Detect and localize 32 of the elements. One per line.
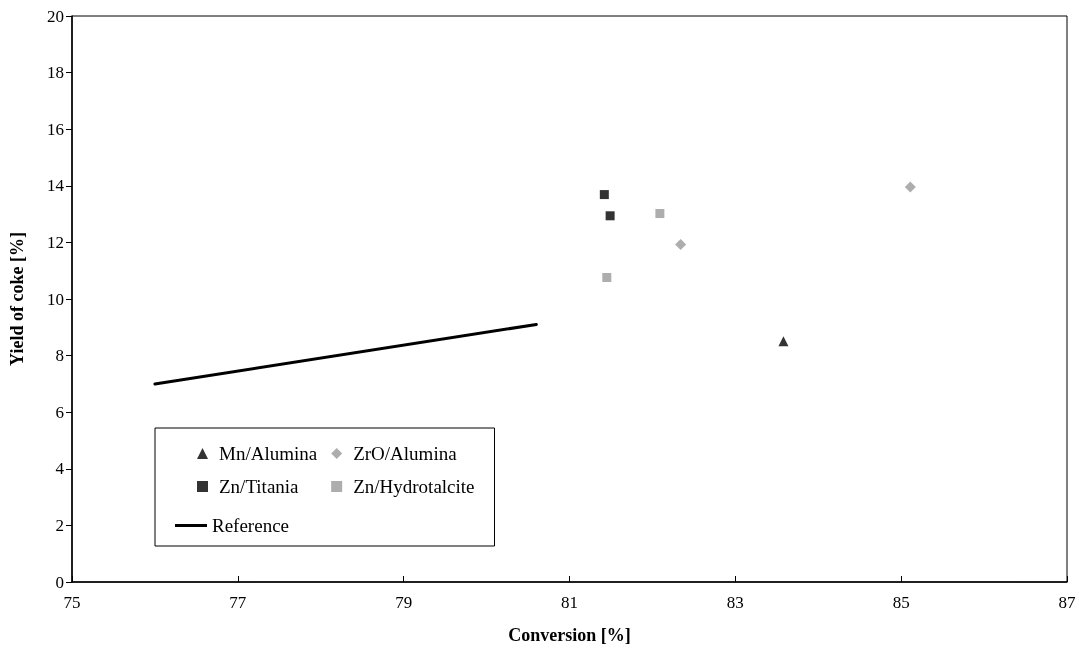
legend-label: Zn/Titania <box>219 476 300 497</box>
point <box>602 272 612 282</box>
y-tick-label: 14 <box>47 176 65 196</box>
x-axis-title: Conversion [%] <box>508 625 631 645</box>
y-tick-label: 4 <box>55 459 65 479</box>
point <box>655 209 665 219</box>
y-tick-label: 6 <box>55 402 64 422</box>
y-tick-label: 16 <box>47 119 64 139</box>
legend-label: Zn/Hydrotalcite <box>353 476 475 497</box>
y-axis-title: Yield of coke [%] <box>7 232 27 366</box>
y-tick-label: 2 <box>55 515 64 535</box>
point <box>778 336 789 347</box>
legend-label: Reference <box>212 515 289 536</box>
point <box>675 238 687 250</box>
x-tick-label: 75 <box>63 593 81 612</box>
legend-label: Mn/Alumina <box>219 443 318 464</box>
x-tick-label: 83 <box>726 593 744 612</box>
point <box>904 181 916 193</box>
x-tick-label: 81 <box>561 593 578 612</box>
x-tick-label: 87 <box>1058 593 1076 612</box>
legend-label: ZrO/Alumina <box>353 443 458 464</box>
y-tick-label: 8 <box>55 346 64 366</box>
y-tick-label: 12 <box>47 232 64 252</box>
y-tick-label: 20 <box>47 6 64 26</box>
y-tick-label: 0 <box>55 572 64 592</box>
point <box>605 211 615 221</box>
y-tick-label: 10 <box>47 289 64 309</box>
x-tick-label: 77 <box>229 593 247 612</box>
x-tick-label: 79 <box>395 593 413 612</box>
x-tick-label: 85 <box>892 593 910 612</box>
y-tick-label: 18 <box>47 63 64 83</box>
point <box>599 190 609 200</box>
